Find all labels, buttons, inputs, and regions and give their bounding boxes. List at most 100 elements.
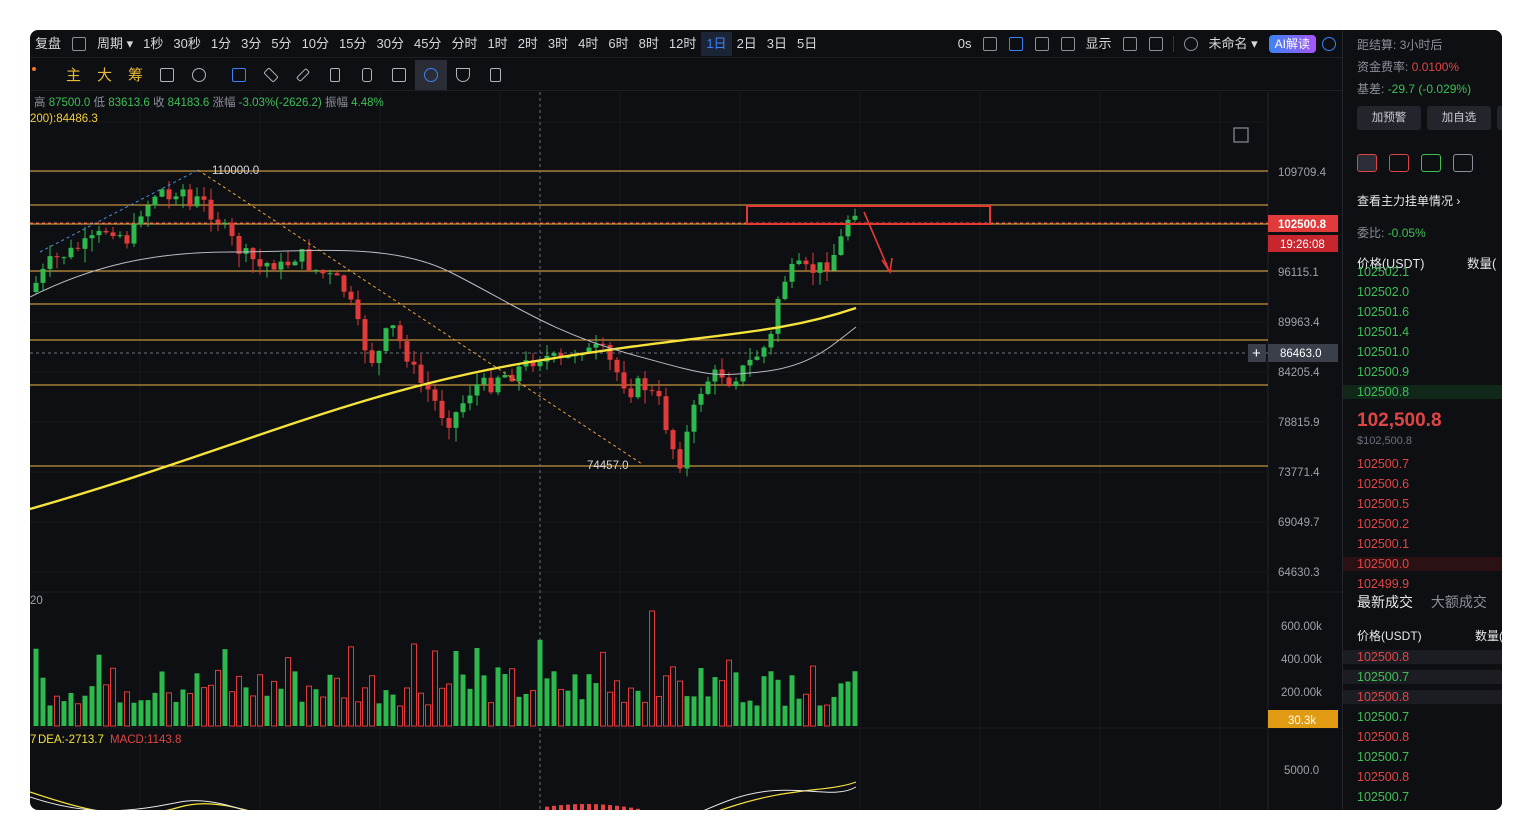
ask-row[interactable]: 102502.1 <box>1357 265 1410 279</box>
add-favorite-button[interactable]: 加自选 <box>1427 106 1491 130</box>
period-9[interactable]: 30分 <box>376 35 404 51</box>
period-21[interactable]: 3日 <box>766 35 788 51</box>
period-5[interactable]: 3分 <box>241 35 262 51</box>
ask-row[interactable]: 102501.0 <box>1357 345 1410 359</box>
period-14[interactable]: 3时 <box>547 35 569 51</box>
candle-body <box>474 384 480 396</box>
fullscreen-icon[interactable] <box>1148 36 1163 51</box>
main-orders-link[interactable]: 查看主力挂单情况 › <box>1357 194 1461 208</box>
period-10[interactable]: 45分 <box>413 35 442 51</box>
orderbook-bids-icon[interactable] <box>1421 154 1441 172</box>
more-button[interactable] <box>1497 106 1502 130</box>
magnet-icon[interactable] <box>415 59 447 90</box>
price-chart[interactable]: 110000.0 74457.0 109709.4 96115.1 89963.4 842… <box>30 92 1342 810</box>
indicator-main-button[interactable]: 主 <box>65 67 81 84</box>
ai-analysis-button[interactable]: AI解读 <box>1268 34 1316 53</box>
bid-row[interactable]: 102500.2 <box>1357 517 1410 531</box>
period-20[interactable]: 2日 <box>736 35 757 51</box>
ask-row[interactable]: 102500.8 <box>1343 385 1502 399</box>
orderbook-asks-icon[interactable] <box>1389 154 1409 172</box>
bid-row[interactable]: 102500.7 <box>1357 457 1410 471</box>
trend-line-blue[interactable] <box>39 169 199 253</box>
candle-body <box>75 247 81 249</box>
period-0[interactable]: 复盘 <box>35 35 62 51</box>
indicator-chip-button[interactable]: 筹 <box>127 67 143 84</box>
volume-bar <box>47 705 53 726</box>
bid-row[interactable]: 102500.0 <box>1343 557 1502 571</box>
share-icon[interactable] <box>1322 36 1336 51</box>
macd-dif-line <box>30 786 857 810</box>
period-22[interactable]: 5日 <box>797 35 818 51</box>
trash-icon[interactable] <box>479 60 511 90</box>
ruler-icon[interactable] <box>255 60 287 90</box>
layout-name-dropdown[interactable]: 未命名 ▾ <box>1208 35 1258 51</box>
period-4[interactable]: 1分 <box>210 35 232 51</box>
period-1[interactable]: 周期 ▾ <box>97 35 134 51</box>
camera-icon[interactable] <box>982 36 997 51</box>
low-label: 低 <box>93 97 105 109</box>
period-16[interactable]: 6时 <box>608 35 629 51</box>
volume-bar <box>75 703 81 727</box>
bid-row[interactable]: 102499.9 <box>1357 577 1410 591</box>
ask-row[interactable]: 102501.6 <box>1357 305 1410 319</box>
lock-icon[interactable] <box>351 60 383 90</box>
basis-row: 基差: -29.7 (-0.029%) <box>1357 80 1471 97</box>
volume-bar <box>124 691 130 727</box>
period-12[interactable]: 1时 <box>487 35 508 51</box>
add-alert-button[interactable]: 加预警 <box>1357 106 1421 130</box>
display-button[interactable]: 显示 <box>1085 35 1112 51</box>
settle-row: 距结算: 3小时后 <box>1357 36 1442 53</box>
bid-row[interactable]: 102500.1 <box>1357 537 1410 551</box>
period-17[interactable]: 8时 <box>638 35 659 51</box>
candle-body <box>488 377 494 393</box>
draw-tools-icon[interactable] <box>183 60 215 90</box>
volume-bar <box>523 693 529 726</box>
filter-icon[interactable] <box>447 60 479 90</box>
period-3[interactable]: 30秒 <box>173 35 201 51</box>
period-13[interactable]: 2时 <box>517 35 538 51</box>
period-6[interactable]: 5分 <box>271 35 292 51</box>
bid-row[interactable]: 102500.5 <box>1357 497 1410 511</box>
countdown-text: 0s <box>957 35 972 51</box>
candle-body <box>698 393 704 405</box>
trend-line-orange[interactable] <box>197 169 643 465</box>
cloud-icon[interactable] <box>1183 36 1198 51</box>
volume-bar <box>404 687 410 727</box>
period-7[interactable]: 10分 <box>301 35 330 51</box>
right-panel: 距结算: 3小时后 资金费率: 0.0100% 基差: -29.7 (-0.02… <box>1342 30 1502 810</box>
bid-row[interactable]: 102500.6 <box>1357 477 1410 491</box>
tab-latest-trades[interactable]: 最新成交 <box>1357 594 1413 610</box>
compare-icon[interactable] <box>151 60 183 90</box>
period-15[interactable]: 4时 <box>578 35 599 51</box>
indicator-big-button[interactable]: 大 <box>96 67 112 84</box>
window-icon[interactable] <box>1034 36 1049 51</box>
list-icon[interactable] <box>1060 36 1075 51</box>
ask-row[interactable]: 102502.0 <box>1357 285 1410 299</box>
chart-canvas[interactable]: 110000.0 74457.0 109709.4 96115.1 89963.4 842… <box>30 92 1342 810</box>
ask-row[interactable]: 102500.9 <box>1357 365 1410 379</box>
orderbook-expand-icon[interactable] <box>1453 154 1473 172</box>
volume-tick-label: 600.00k <box>1281 621 1322 633</box>
pencil-icon[interactable] <box>287 60 319 90</box>
macd-bar <box>608 805 612 810</box>
volume-bar <box>579 699 585 726</box>
copy-layout-icon[interactable] <box>223 60 255 90</box>
countdown-tag-bg <box>1268 235 1338 252</box>
candle-chart-icon[interactable] <box>72 36 87 51</box>
pen-icon[interactable] <box>1008 36 1023 51</box>
chart-expand-icon[interactable] <box>1233 127 1249 143</box>
period-8[interactable]: 15分 <box>339 35 367 51</box>
period-19[interactable]: 1日 <box>701 31 732 56</box>
period-2[interactable]: 1秒 <box>143 35 164 51</box>
period-11[interactable]: 分时 <box>451 35 478 51</box>
orderbook-both-icon[interactable] <box>1357 154 1377 172</box>
tab-large-trades[interactable]: 大额成交 <box>1430 594 1487 610</box>
template-icon[interactable] <box>383 60 415 90</box>
crosshair-plus-button[interactable] <box>1248 344 1266 362</box>
candle-type-icon[interactable] <box>319 60 351 90</box>
settings-icon[interactable] <box>1122 36 1137 51</box>
ask-row[interactable]: 102501.4 <box>1357 325 1410 339</box>
period-18[interactable]: 12时 <box>668 35 697 51</box>
candle-body <box>656 390 662 397</box>
volume-bar <box>565 690 571 726</box>
